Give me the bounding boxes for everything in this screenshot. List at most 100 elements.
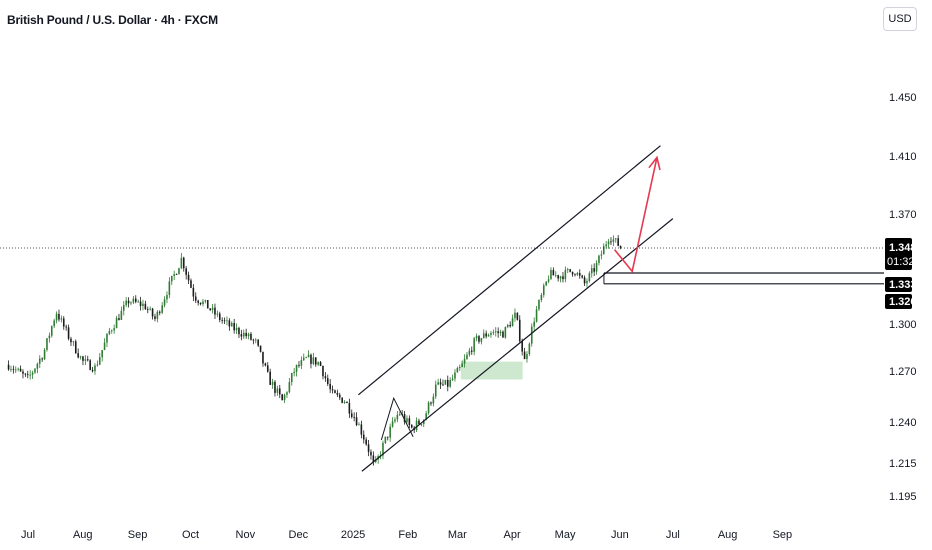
y-tick-label-1: 1.410 — [889, 151, 917, 163]
candle-122 — [300, 356, 303, 370]
inner-zigzag[interactable] — [380, 396, 414, 441]
candle-248 — [602, 243, 605, 255]
candle-9 — [29, 370, 31, 380]
candles-layer — [7, 235, 622, 466]
candle-251 — [610, 237, 612, 245]
x-tick-label-3: Oct — [182, 529, 199, 541]
x-tick-label-4: Nov — [236, 529, 256, 541]
candle-40 — [103, 338, 106, 351]
candle-159 — [389, 423, 391, 442]
channel-upper-line[interactable] — [357, 145, 661, 396]
candle-185 — [451, 374, 454, 381]
candle-225 — [547, 275, 550, 284]
candle-144 — [353, 412, 355, 422]
x-tick-label-0: Jul — [21, 529, 35, 541]
candle-222 — [540, 292, 543, 303]
candle-51 — [130, 301, 132, 306]
candle-201 — [490, 331, 492, 338]
candle-241 — [586, 278, 588, 288]
zone-bottom-tag: 1.326 — [889, 296, 917, 308]
candle-26 — [70, 336, 72, 346]
candle-65 — [163, 296, 166, 308]
candle-230 — [559, 275, 562, 283]
x-tick-label-8: Mar — [448, 529, 467, 541]
candle-69 — [173, 270, 175, 281]
candle-194 — [473, 336, 475, 356]
candle-119 — [293, 368, 295, 377]
currency-button[interactable]: USD — [883, 7, 917, 31]
candle-191 — [466, 351, 468, 360]
candle-82 — [204, 299, 207, 304]
channel-lower-line[interactable] — [361, 218, 674, 472]
zone-bottom-tag-bg — [885, 294, 912, 309]
candle-236 — [574, 273, 576, 277]
candle-142 — [348, 398, 351, 418]
candle-13 — [38, 355, 41, 368]
candle-35 — [91, 367, 94, 373]
candle-112 — [276, 385, 279, 396]
y-tick-label-3: 1.300 — [889, 319, 917, 331]
candle-135 — [331, 385, 334, 394]
candle-186 — [454, 369, 456, 382]
candle-253 — [614, 238, 617, 243]
candle-134 — [329, 379, 331, 394]
candle-152 — [372, 451, 375, 466]
current-price-tag: 1.348 — [889, 242, 917, 254]
candle-160 — [391, 417, 394, 428]
candle-189 — [461, 360, 463, 368]
candle-197 — [480, 337, 483, 345]
candle-166 — [406, 415, 408, 424]
candle-250 — [607, 238, 610, 249]
candle-167 — [408, 415, 411, 429]
candle-136 — [334, 389, 336, 394]
candle-84 — [209, 308, 211, 312]
candle-21 — [58, 309, 60, 322]
candle-77 — [192, 284, 195, 302]
candle-100 — [247, 332, 250, 340]
x-tick-label-7: Feb — [398, 529, 417, 541]
candle-188 — [458, 364, 461, 371]
candle-125 — [307, 350, 310, 358]
candle-223 — [542, 283, 545, 298]
price-axis[interactable]: 1.450 1.410 1.370 1.300 1.270 1.240 1.215 1.195 — [889, 92, 917, 503]
candle-97 — [240, 329, 243, 341]
candle-170 — [415, 417, 418, 433]
candle-151 — [370, 449, 372, 460]
candle-190 — [463, 354, 466, 368]
y-tick-label-0: 1.450 — [889, 92, 917, 104]
candle-105 — [259, 345, 262, 353]
candle-156 — [382, 440, 384, 460]
x-tick-label-5: Dec — [289, 529, 309, 541]
candle-99 — [245, 328, 247, 339]
candle-86 — [214, 303, 216, 320]
candle-29 — [77, 348, 79, 359]
zone-top-tag-bg — [885, 277, 912, 292]
candle-247 — [600, 250, 603, 260]
time-axis[interactable]: Jul Aug Sep Oct Nov Dec 2025 Feb Mar Apr May Jun Jul… — [21, 529, 792, 541]
candle-57 — [144, 300, 147, 310]
candle-132 — [324, 372, 327, 382]
current-price-tag-bg — [885, 238, 912, 270]
candle-180 — [439, 378, 442, 389]
candle-38 — [98, 353, 101, 366]
candle-175 — [427, 401, 430, 415]
candle-233 — [566, 267, 569, 274]
candle-39 — [101, 350, 103, 362]
candle-33 — [86, 355, 89, 362]
candle-216 — [526, 351, 528, 363]
zone-top-tag: 1.333 — [889, 279, 917, 291]
candle-25 — [67, 324, 70, 341]
projection-arrow[interactable] — [613, 157, 658, 274]
candle-56 — [142, 299, 144, 311]
drawings-layer[interactable] — [0, 145, 884, 472]
candle-46 — [118, 313, 120, 321]
candle-150 — [367, 440, 370, 457]
candle-79 — [197, 299, 199, 306]
candle-103 — [254, 338, 257, 344]
candle-89 — [221, 317, 223, 324]
candle-91 — [226, 316, 228, 326]
candle-165 — [403, 410, 406, 425]
candle-234 — [569, 269, 571, 273]
candle-133 — [326, 374, 329, 386]
